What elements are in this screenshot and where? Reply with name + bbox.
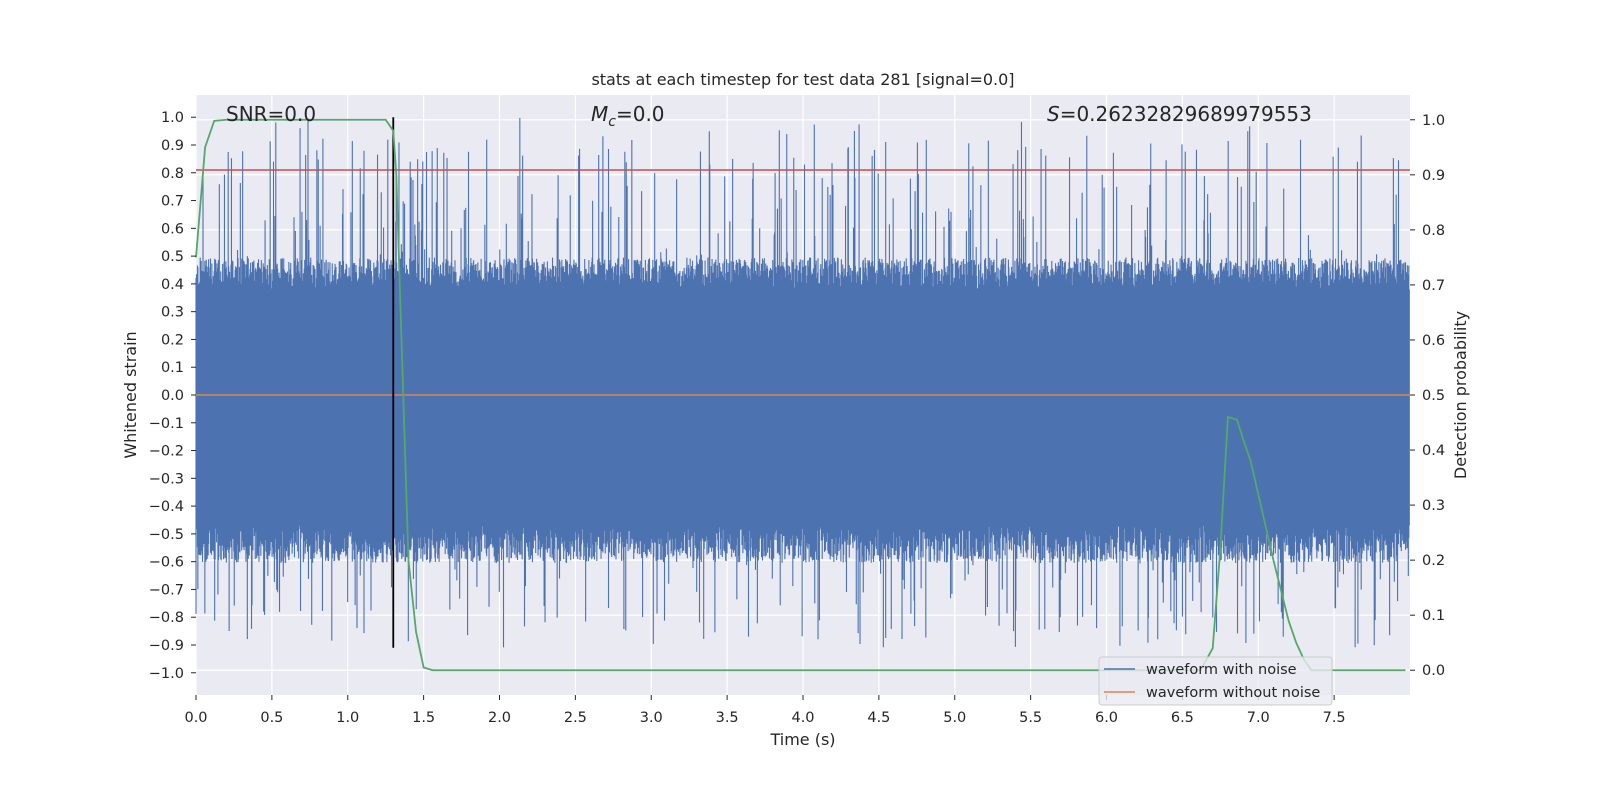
s-value: =0.26232829689979553 bbox=[1060, 102, 1312, 126]
x-tick-label: 5.5 bbox=[1019, 710, 1042, 726]
snr-annotation: SNR=0.0 bbox=[226, 102, 316, 126]
y-tick-label: 0.2 bbox=[161, 332, 184, 348]
y-tick-label: −0.2 bbox=[149, 444, 184, 460]
legend-label-clean: waveform without noise bbox=[1146, 685, 1320, 701]
y-tick-label: 0.5 bbox=[161, 249, 184, 265]
y-tick-label: −0.3 bbox=[149, 471, 184, 487]
mc-subscript: c bbox=[608, 114, 616, 130]
y-tick-label: 0.6 bbox=[161, 221, 184, 237]
y-tick-label: 0.0 bbox=[161, 388, 184, 404]
mc-annotation: Mc=0.0 bbox=[591, 102, 665, 130]
x-tick-label: 6.5 bbox=[1171, 710, 1194, 726]
y-tick-label: −1.0 bbox=[149, 666, 184, 682]
y-axis-label: Whitened strain bbox=[121, 331, 140, 458]
x-tick-label: 6.0 bbox=[1095, 710, 1118, 726]
x-tick-label: 7.0 bbox=[1247, 710, 1270, 726]
x-tick-label: 4.0 bbox=[791, 710, 814, 726]
y2-tick-label: 0.4 bbox=[1422, 443, 1445, 459]
detection-probability-line bbox=[195, 118, 1406, 672]
chart-title: stats at each timestep for test data 281… bbox=[591, 70, 1014, 89]
x-tick-label: 0.0 bbox=[184, 710, 207, 726]
x-tick-label: 4.5 bbox=[867, 710, 890, 726]
x-tick-label: 0.5 bbox=[260, 710, 283, 726]
y2-tick-label: 0.5 bbox=[1422, 388, 1445, 404]
x-tick-label: 3.5 bbox=[716, 710, 739, 726]
y-tick-label: 0.3 bbox=[161, 305, 184, 321]
y2-tick-label: 0.1 bbox=[1422, 608, 1445, 624]
y-tick-label: −0.5 bbox=[149, 527, 184, 543]
y2-tick-label: 1.0 bbox=[1422, 113, 1445, 129]
y-tick-label: −0.8 bbox=[149, 610, 184, 626]
y-tick-label: −0.6 bbox=[149, 555, 184, 571]
lines bbox=[195, 117, 1410, 672]
y-tick-label: 0.4 bbox=[161, 277, 184, 293]
x-tick-label: 3.0 bbox=[640, 710, 663, 726]
x-tick-label: 2.5 bbox=[564, 710, 587, 726]
waveform-with-noise-series bbox=[195, 117, 1410, 648]
x-tick-label: 5.0 bbox=[943, 710, 966, 726]
legend: waveform with noise waveform without noi… bbox=[1098, 656, 1333, 706]
y-tick-label: 0.7 bbox=[161, 194, 184, 210]
mc-value: =0.0 bbox=[616, 102, 665, 126]
x-tick-label: 1.0 bbox=[336, 710, 359, 726]
legend-label-noise: waveform with noise bbox=[1146, 662, 1297, 678]
y2-tick-label: 0.3 bbox=[1422, 498, 1445, 514]
s-symbol: S bbox=[1047, 102, 1060, 126]
y-tick-label: 1.0 bbox=[161, 110, 184, 126]
y-tick-label: −0.4 bbox=[149, 499, 184, 515]
y2-tick-label: 0.6 bbox=[1422, 333, 1445, 349]
x-tick-label: 1.5 bbox=[412, 710, 435, 726]
legend-box bbox=[1098, 656, 1333, 706]
y-tick-label: 0.8 bbox=[161, 166, 184, 182]
x-tick-label: 2.0 bbox=[488, 710, 511, 726]
axes: 0.0 0.5 1.0 1.5 2.0 2.5 3.0 3.5 4.0 4.5 5.0 5.5 6.0 6… bbox=[149, 110, 1445, 726]
y2-tick-label: 0.2 bbox=[1422, 553, 1445, 569]
y-tick-label: −0.7 bbox=[149, 582, 184, 598]
y2-tick-label: 0.8 bbox=[1422, 223, 1445, 239]
y-tick-label: 0.1 bbox=[161, 360, 184, 376]
x-axis-label: Time (s) bbox=[769, 730, 835, 749]
y2-tick-label: 0.7 bbox=[1422, 278, 1445, 294]
y-tick-label: −0.1 bbox=[149, 416, 184, 432]
y2-tick-label: 0.9 bbox=[1422, 168, 1445, 184]
x-tick-label: 7.5 bbox=[1323, 710, 1346, 726]
y-tick-label: −0.9 bbox=[149, 638, 184, 654]
y-tick-label: 0.9 bbox=[161, 138, 184, 154]
y2-tick-label: 0.0 bbox=[1422, 663, 1445, 679]
s-annotation: S=0.26232829689979553 bbox=[1047, 102, 1312, 126]
mc-symbol: M bbox=[591, 102, 608, 126]
y2-axis-label: Detection probability bbox=[1451, 311, 1470, 479]
